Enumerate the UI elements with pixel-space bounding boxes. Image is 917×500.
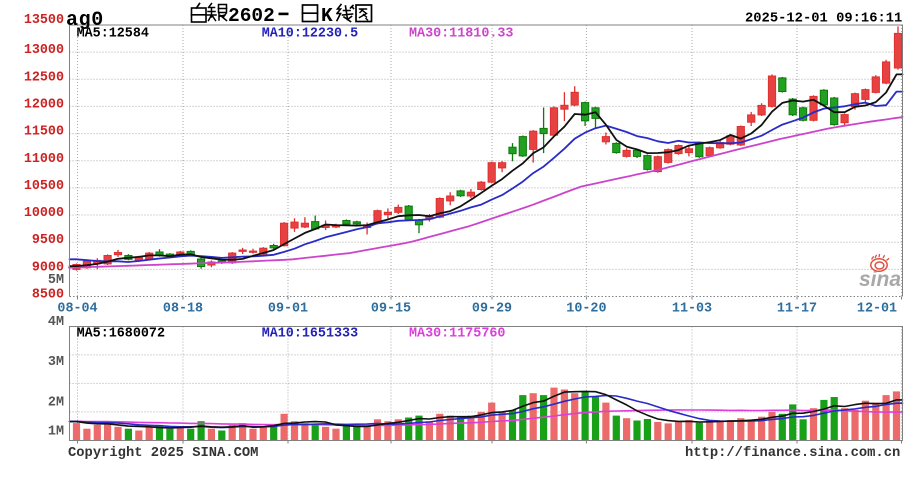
svg-text:12-01: 12-01	[857, 302, 897, 317]
svg-text:10500: 10500	[24, 179, 64, 194]
svg-text:08-18: 08-18	[163, 302, 203, 317]
svg-text:11-17: 11-17	[777, 302, 817, 317]
svg-text:ag0: ag0	[66, 9, 104, 32]
svg-text:10000: 10000	[24, 206, 64, 221]
svg-text:9000: 9000	[32, 260, 64, 275]
svg-text:Copyright 2025 SINA.COM: Copyright 2025 SINA.COM	[68, 445, 258, 461]
svg-text:MA5:12584: MA5:12584	[77, 27, 149, 42]
svg-text:2602: 2602	[228, 5, 275, 27]
svg-text:MA10:1651333: MA10:1651333	[262, 327, 358, 342]
svg-text:MA5:1680072: MA5:1680072	[77, 327, 165, 342]
svg-text:11-03: 11-03	[672, 302, 712, 317]
svg-text:5M: 5M	[48, 273, 64, 288]
svg-text:2025-12-01 09:16:11: 2025-12-01 09:16:11	[745, 12, 902, 27]
svg-text:K: K	[321, 5, 333, 27]
svg-text:08-04: 08-04	[57, 302, 97, 317]
svg-text:10-20: 10-20	[566, 302, 606, 317]
svg-text:11000: 11000	[24, 152, 64, 167]
svg-text:http://finance.sina.com.cn: http://finance.sina.com.cn	[685, 445, 900, 461]
svg-text:sina: sina	[859, 268, 901, 291]
svg-text:8500: 8500	[32, 288, 64, 303]
svg-text:MA30:1175760: MA30:1175760	[409, 327, 505, 342]
svg-text:MA30:11810.33: MA30:11810.33	[409, 27, 513, 42]
svg-text:12500: 12500	[24, 70, 64, 85]
svg-text:09-15: 09-15	[371, 302, 411, 317]
svg-text:9500: 9500	[32, 233, 64, 248]
svg-text:1M: 1M	[48, 425, 64, 440]
svg-text:4M: 4M	[48, 315, 64, 330]
svg-text:11500: 11500	[24, 125, 64, 140]
svg-text:13000: 13000	[24, 43, 64, 58]
svg-text:2M: 2M	[48, 396, 64, 411]
svg-text:12000: 12000	[24, 97, 64, 112]
svg-text:09-01: 09-01	[268, 302, 308, 317]
svg-text:09-29: 09-29	[472, 302, 512, 317]
svg-text:13500: 13500	[24, 13, 64, 28]
svg-text:3M: 3M	[48, 355, 64, 370]
svg-text:MA10:12230.5: MA10:12230.5	[262, 27, 358, 42]
